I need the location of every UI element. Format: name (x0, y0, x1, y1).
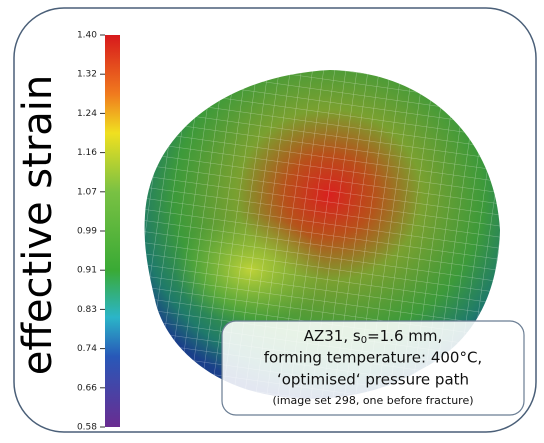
colorbar-tick-label: 1.32 (77, 70, 97, 80)
page: {"axis_label": "effective strain", "colo… (0, 0, 544, 439)
colorbar-tick-label: 1.07 (77, 187, 97, 197)
annotation-text: AZ31, s (304, 327, 361, 345)
axis-label: effective strain (15, 75, 61, 376)
colorbar-tick-label: 0.83 (77, 305, 97, 315)
colorbar-tick-label: 0.66 (77, 383, 97, 393)
colorbar-tick-label: 1.40 (77, 31, 97, 41)
annotation-line: AZ31, s0=1.6 mm, (304, 327, 443, 347)
colorbar-tick-label: 0.99 (77, 227, 97, 237)
annotation-text: =1.6 mm, (367, 327, 442, 345)
colorbar-tick-label: 1.16 (77, 148, 97, 158)
annotation-note: (image set 298, one before fracture) (272, 394, 473, 407)
colorbar-tick-label: 1.24 (77, 109, 97, 119)
annotation-line: ‘optimised‘ pressure path (277, 371, 469, 389)
figure: effective strain AZ31, s0=1.6 mm, formin… (0, 0, 544, 439)
colorbar-tick-label: 0.91 (77, 266, 97, 276)
colorbar-tick-label: 0.74 (77, 344, 97, 354)
annotation-line: forming temperature: 400°C, (264, 349, 482, 367)
colorbar-tick-label: 0.58 (77, 423, 97, 433)
colorbar (105, 35, 120, 427)
